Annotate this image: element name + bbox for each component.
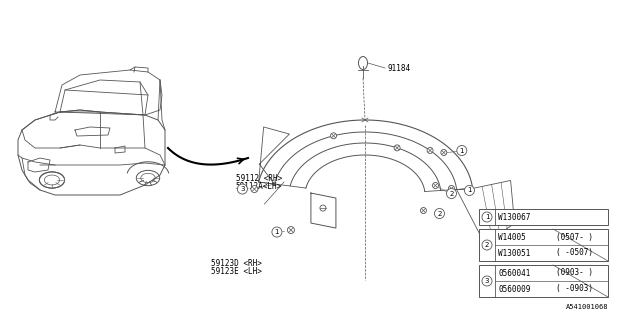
Circle shape bbox=[272, 227, 282, 237]
Circle shape bbox=[433, 182, 438, 188]
Text: 59112A<LH>: 59112A<LH> bbox=[236, 181, 282, 190]
Circle shape bbox=[465, 186, 474, 196]
Circle shape bbox=[287, 227, 294, 234]
Circle shape bbox=[330, 133, 337, 139]
Text: 91184: 91184 bbox=[387, 63, 410, 73]
Text: 3: 3 bbox=[240, 186, 244, 192]
Text: 1: 1 bbox=[460, 148, 464, 154]
Text: 1: 1 bbox=[467, 188, 472, 194]
Text: 1: 1 bbox=[484, 214, 489, 220]
Text: 59112 <RH>: 59112 <RH> bbox=[236, 173, 282, 182]
Text: 2: 2 bbox=[485, 242, 489, 248]
Text: 59123D <RH>: 59123D <RH> bbox=[211, 260, 262, 268]
Text: 0560009: 0560009 bbox=[498, 284, 531, 293]
Circle shape bbox=[420, 208, 426, 213]
Text: ( -0903): ( -0903) bbox=[556, 284, 593, 293]
Text: ( -0507): ( -0507) bbox=[556, 249, 593, 258]
Text: 59123E <LH>: 59123E <LH> bbox=[211, 268, 262, 276]
Text: W130067: W130067 bbox=[498, 212, 531, 221]
Text: A541001068: A541001068 bbox=[566, 304, 608, 310]
Text: 2: 2 bbox=[449, 190, 454, 196]
Circle shape bbox=[482, 212, 492, 222]
Ellipse shape bbox=[358, 57, 367, 69]
Circle shape bbox=[320, 205, 326, 211]
Circle shape bbox=[237, 184, 248, 194]
Text: (0507- ): (0507- ) bbox=[556, 233, 593, 242]
Bar bbox=[479, 265, 608, 297]
Text: 3: 3 bbox=[484, 278, 489, 284]
Circle shape bbox=[482, 240, 492, 250]
Circle shape bbox=[251, 186, 258, 193]
Circle shape bbox=[482, 276, 492, 286]
Circle shape bbox=[394, 145, 400, 151]
Circle shape bbox=[441, 149, 447, 156]
Text: 2: 2 bbox=[437, 211, 442, 217]
Circle shape bbox=[435, 209, 444, 219]
Circle shape bbox=[447, 188, 456, 198]
Text: 0560041: 0560041 bbox=[498, 268, 531, 277]
Text: 1: 1 bbox=[275, 229, 279, 235]
Bar bbox=[479, 209, 608, 225]
Bar bbox=[479, 229, 608, 261]
Circle shape bbox=[449, 186, 454, 191]
Circle shape bbox=[427, 148, 433, 154]
Circle shape bbox=[457, 146, 467, 156]
Text: (0903- ): (0903- ) bbox=[556, 268, 593, 277]
Text: W130051: W130051 bbox=[498, 249, 531, 258]
Text: W14005: W14005 bbox=[498, 233, 525, 242]
